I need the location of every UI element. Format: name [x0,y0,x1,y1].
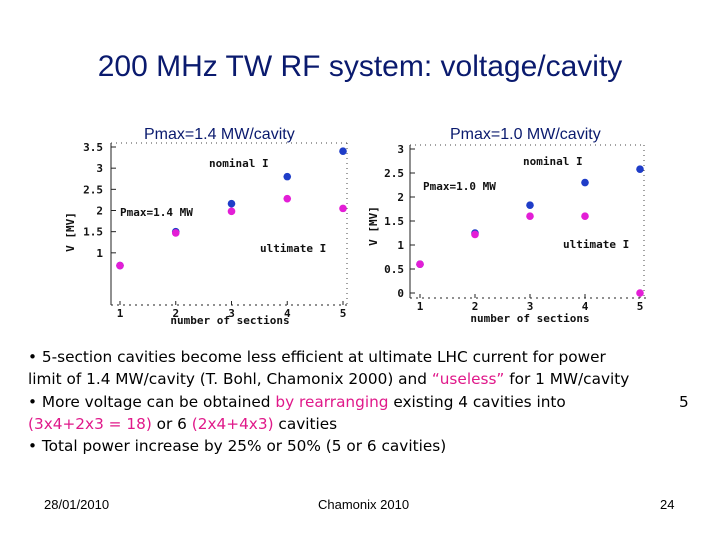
plot-annotation: nominal I [209,157,269,170]
y-tick-label: 3 [397,143,404,156]
ultimate-point [581,212,589,220]
plot-annotation: nominal I [523,155,583,168]
bullet-line-2: limit of 1.4 MW/cavity (T. Bohl, Chamoni… [28,368,692,390]
bullet-text: • More voltage can be obtained [28,392,276,411]
highlight-config-5: (3x4+2x3 = 18) [28,414,152,433]
right-plot-title: Pmax=1.0 MW/cavity [450,126,601,143]
y-tick-label: 3.5 [83,141,103,154]
plot-annotation: ultimate I [260,242,326,255]
ultimate-point [416,260,424,269]
ultimate-point [526,212,534,220]
nominal-point [227,199,236,208]
nominal-point [636,165,644,173]
x-tick-label: 3 [228,307,235,320]
y-tick-label: 2.5 [83,183,103,196]
bullet-text: cavities [273,414,338,433]
bullet-list: • 5-section cavities become less efficie… [28,346,692,457]
x-tick-label: 4 [582,300,589,313]
slide-title: 200 MHz TW RF system: voltage/cavity [97,50,623,83]
nominal-point [581,178,589,187]
x-tick-label: 4 [284,307,291,320]
ultimate-point [283,194,292,203]
x-tick-label: 1 [117,307,124,320]
ultimate-point [116,261,124,270]
y-tick-label: 3 [96,162,103,175]
ultimate-point [227,207,236,216]
plot-annotation: Pmax=1.0 MW [423,180,496,193]
bullet-line-4: (3x4+2x3 = 18) or 6 (2x4+4x3) cavities [28,413,692,435]
bullet-line-5: • Total power increase by 25% or 50% (5 … [28,435,692,457]
nominal-point [339,147,347,156]
y-tick-label: 0 [397,287,404,300]
bullet-line-3: • More voltage can be obtained by rearra… [28,391,692,413]
ultimate-point [471,230,479,239]
x-tick-label: 5 [637,300,644,313]
y-tick-label: 1.5 [384,215,404,228]
x-tick-label: 5 [340,307,347,320]
nominal-point [526,201,534,209]
highlight-rearranging: by rearranging [275,392,389,411]
y-tick-label: 1 [397,239,404,252]
y-axis-label: V [MV] [367,206,380,246]
ultimate-point [171,229,180,237]
y-tick-label: 1.5 [83,226,103,239]
y-tick-label: 2 [96,205,103,218]
ultimate-point [636,289,644,297]
x-axis-label: number of sections [470,312,589,325]
y-axis-label: V [MV] [64,212,77,252]
bullet-text: • 5-section cavities become less efficie… [28,348,606,366]
x-tick-label: 1 [417,300,424,313]
bullet-text: existing 4 cavities into [388,392,566,411]
y-tick-label: 2 [397,191,404,204]
bullet-text: • Total power increase by 25% or 50% (5 … [28,437,447,456]
x-axis-label: number of sections [170,314,289,327]
highlight-config-6: (2x4+4x3) [191,414,274,433]
ultimate-point [339,204,347,213]
bullet-text: or 6 [151,414,192,433]
left-plot-title: Pmax=1.4 MW/cavity [144,126,295,143]
plot-annotation: ultimate I [563,238,629,251]
y-tick-label: 2.5 [384,167,404,180]
x-tick-label: 2 [172,307,179,320]
plot-annotation: Pmax=1.4 MW [120,206,193,219]
nominal-point [283,172,292,181]
x-tick-label: 3 [527,300,534,313]
bullet-line-1: • 5-section cavities become less efficie… [28,346,692,368]
x-tick-label: 2 [472,300,479,313]
footer-center: Chamonix 2010 [318,497,410,512]
bullet-text: limit of 1.4 MW/cavity (T. Bohl, Chamoni… [28,370,432,389]
footer-date: 28/01/2010 [44,497,110,512]
y-tick-label: 0.5 [384,263,404,276]
bullet-text: 5 [679,392,689,411]
bullet-text: for 1 MW/cavity [504,370,630,389]
y-tick-label: 1 [96,247,103,260]
highlight-useless: “useless” [431,370,505,389]
page-number: 24 [660,497,675,512]
